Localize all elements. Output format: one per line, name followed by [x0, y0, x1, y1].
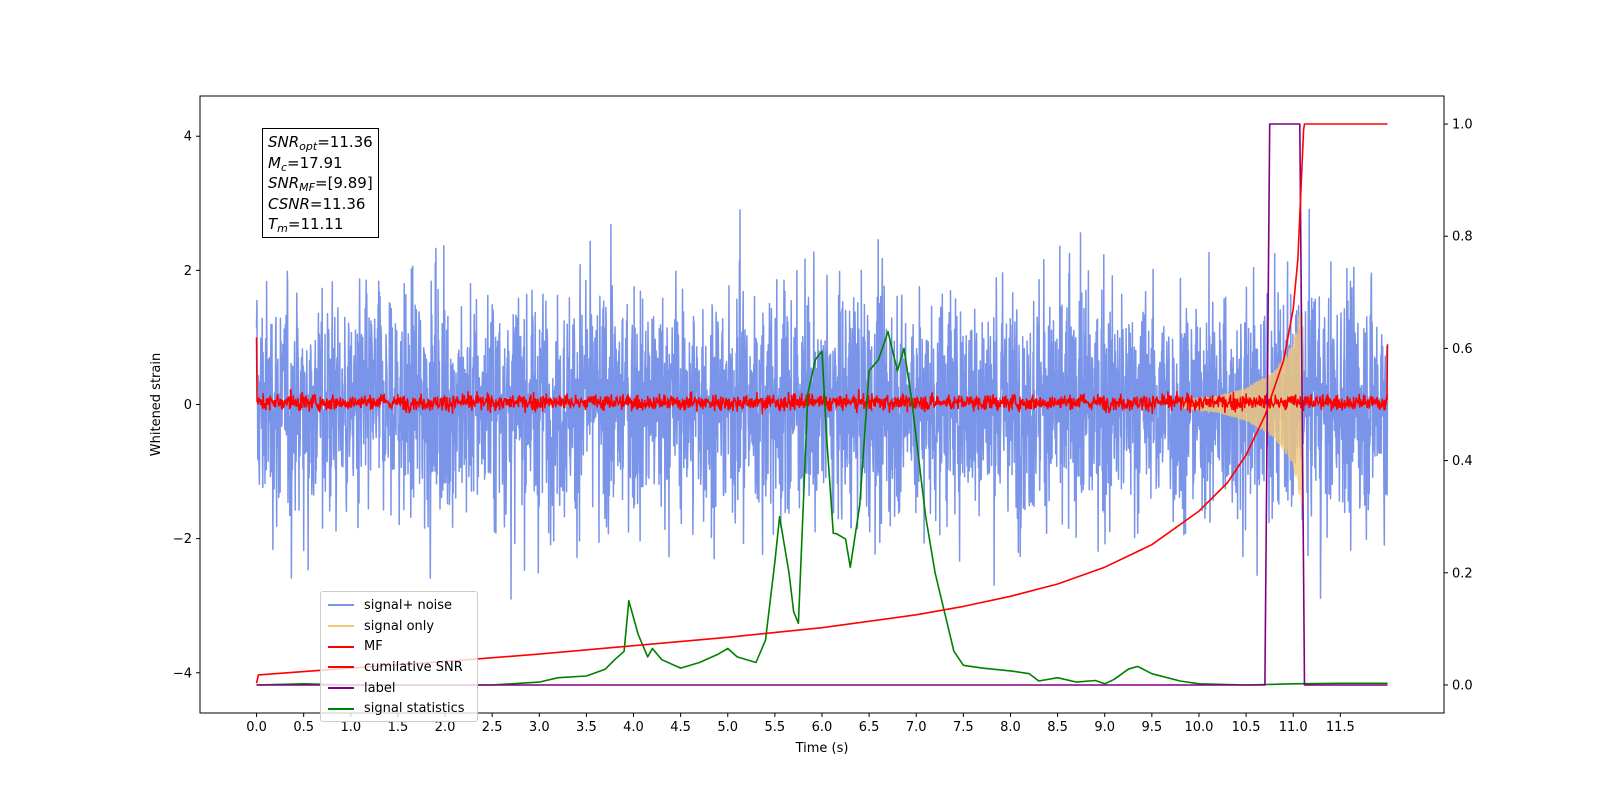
series-signal-noise [255, 208, 1389, 600]
snr-opt-line: SNRopt=11.36 [268, 133, 373, 153]
x-tick-label: 11.5 [1326, 720, 1355, 735]
x-axis: 0.0 0.5 1.0 1.5 2.0 2.5 3.0 3.5 4.0 4.5 5.0 5.5 6.0 6… [246, 713, 1355, 735]
x-tick-label: 1.0 [340, 720, 361, 735]
x-tick-label: 9.5 [1142, 720, 1163, 735]
csnr-value: =11.36 [309, 194, 366, 213]
snr-mf-line: SNRMF=[9.89] [268, 174, 373, 194]
y-tick-label: 2 [184, 264, 192, 279]
x-tick-label: 10.0 [1184, 720, 1213, 735]
y-axis-right: 0.0 0.2 0.4 0.6 0.8 1.0 [1444, 118, 1473, 693]
y-right-tick-label: 0.6 [1452, 342, 1473, 357]
x-tick-label: 0.0 [246, 720, 267, 735]
series-label [256, 123, 1388, 686]
plot-area [255, 123, 1389, 686]
x-tick-label: 3.5 [576, 720, 597, 735]
x-tick-label: 0.5 [293, 720, 314, 735]
x-tick-label: 5.5 [765, 720, 786, 735]
y-tick-label: 0 [184, 398, 192, 413]
x-axis-label: Time (s) [795, 741, 849, 756]
y-right-tick-label: 0.0 [1452, 678, 1473, 693]
x-tick-label: 11.0 [1279, 720, 1308, 735]
legend: signal+ noise signal only MF cumilative … [320, 591, 478, 723]
y-right-tick-label: 0.2 [1452, 566, 1473, 581]
snr-mf-value: =[9.89] [315, 174, 373, 192]
legend-label: signal only [364, 618, 435, 634]
x-tick-label: 9.0 [1094, 720, 1115, 735]
legend-item-label: label [321, 678, 477, 699]
legend-label: label [364, 680, 396, 696]
y-tick-label: −4 [173, 666, 192, 681]
tm-value: =11.11 [287, 215, 344, 233]
x-tick-label: 8.5 [1047, 720, 1068, 735]
series-signal-statistics [256, 330, 1388, 686]
legend-swatch [328, 707, 354, 710]
legend-swatch [328, 687, 354, 690]
legend-label: signal statistics [364, 701, 465, 717]
snr-opt-value: =11.36 [317, 133, 373, 151]
x-tick-label: 2.0 [435, 720, 456, 735]
legend-item-signal-statistics: signal statistics [321, 698, 477, 719]
x-tick-label: 6.0 [812, 720, 833, 735]
x-tick-label: 8.0 [1000, 720, 1021, 735]
y-axis-left: −4 −2 0 2 4 [173, 130, 200, 681]
y-right-tick-label: 0.8 [1452, 230, 1473, 245]
legend-item-signal-noise: signal+ noise [321, 595, 477, 616]
legend-item-cumulative-snr: cumilative SNR [321, 657, 477, 678]
y-axis-label: Whitened strain [149, 353, 164, 456]
x-tick-label: 4.0 [623, 720, 644, 735]
y-right-tick-label: 1.0 [1452, 118, 1473, 133]
stats-annotation: SNRopt=11.36 Mc=17.91 SNRMF=[9.89] CSNR=… [262, 128, 379, 238]
legend-label: MF [364, 639, 383, 655]
x-tick-label: 6.5 [859, 720, 880, 735]
y-right-tick-label: 0.4 [1452, 454, 1473, 469]
legend-swatch [328, 666, 354, 669]
y-tick-label: −2 [173, 532, 192, 547]
x-tick-label: 3.0 [529, 720, 550, 735]
x-tick-label: 7.5 [953, 720, 974, 735]
x-tick-label: 2.5 [482, 720, 503, 735]
legend-item-mf: MF [321, 636, 477, 657]
legend-swatch [328, 604, 354, 607]
legend-label: cumilative SNR [364, 659, 463, 675]
x-tick-label: 1.5 [388, 720, 409, 735]
mc-value: =17.91 [287, 153, 343, 172]
legend-swatch [328, 625, 354, 628]
x-tick-label: 10.5 [1232, 720, 1261, 735]
mc-line: Mc=17.91 [268, 153, 343, 174]
y-tick-label: 4 [184, 130, 192, 145]
x-tick-label: 5.0 [717, 720, 738, 735]
legend-item-signal-only: signal only [321, 616, 477, 637]
x-tick-label: 4.5 [670, 720, 691, 735]
series-cumulative-snr [255, 123, 1388, 684]
series-mf [255, 337, 1389, 415]
legend-label: signal+ noise [364, 597, 453, 613]
legend-swatch [328, 645, 354, 648]
x-tick-label: 7.0 [906, 720, 927, 735]
tm-line: Tm=11.11 [268, 215, 344, 235]
csnr-line: CSNR=11.36 [268, 194, 366, 213]
